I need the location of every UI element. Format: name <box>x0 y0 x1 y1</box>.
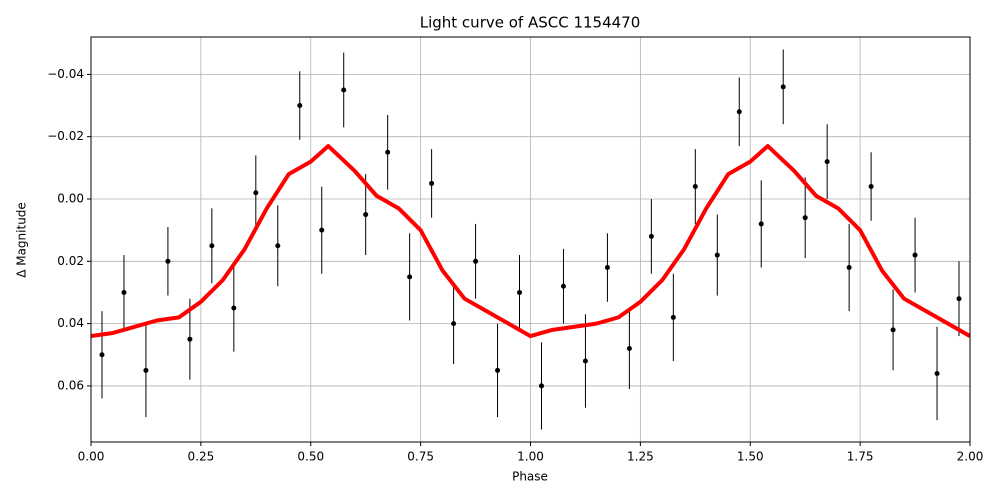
grid <box>90 37 971 442</box>
x-tick-label: 0.75 <box>407 450 434 464</box>
x-tick-label: 0.25 <box>188 450 215 464</box>
data-point <box>758 221 764 227</box>
data-point <box>407 274 413 280</box>
data-point <box>890 327 896 333</box>
data-point <box>319 227 325 233</box>
x-tick-label: 1.75 <box>847 450 874 464</box>
chart-title: Light curve of ASCC 1154470 <box>420 14 641 32</box>
y-tick-label: 0.06 <box>57 378 84 392</box>
data-point <box>231 305 237 311</box>
data-point <box>692 184 698 190</box>
data-point <box>604 265 610 271</box>
plot-area <box>91 49 970 430</box>
data-point <box>143 367 149 373</box>
data-point <box>582 358 588 364</box>
data-point <box>824 159 830 165</box>
data-point <box>736 109 742 115</box>
data-point <box>846 265 852 271</box>
data-point <box>297 103 303 109</box>
x-axis-label: Phase <box>512 470 548 484</box>
data-point <box>538 383 544 389</box>
data-point <box>780 84 786 90</box>
data-point <box>802 215 808 221</box>
data-point <box>165 258 171 264</box>
y-tick-label: −0.02 <box>47 129 84 143</box>
data-point <box>560 283 566 289</box>
y-axis-label: Δ Magnitude <box>15 202 29 278</box>
data-point <box>626 346 632 352</box>
data-point <box>868 184 874 190</box>
data-point <box>209 243 215 249</box>
data-point <box>429 180 435 186</box>
data-point <box>363 212 369 218</box>
data-point <box>714 252 720 258</box>
data-point <box>275 243 281 249</box>
data-point <box>648 233 654 239</box>
y-tick-label: 0.04 <box>57 316 84 330</box>
data-point <box>495 367 501 373</box>
data-point <box>121 289 127 295</box>
x-tick-label: 2.00 <box>957 450 984 464</box>
data-point <box>956 296 962 302</box>
data-point <box>517 289 523 295</box>
data-point <box>934 370 940 376</box>
data-point <box>187 336 193 342</box>
data-point <box>341 87 347 93</box>
ticks: 0.00 0.25 0.50 0.75 1.00 1.25 1.50 1.75 2.00 −0.0… <box>47 67 983 464</box>
x-tick-label: 1.00 <box>517 450 544 464</box>
data-point <box>912 252 918 258</box>
x-tick-label: 0.00 <box>78 450 105 464</box>
x-tick-label: 1.50 <box>737 450 764 464</box>
x-tick-label: 1.25 <box>627 450 654 464</box>
y-tick-label: 0.02 <box>57 254 84 268</box>
data-point <box>99 352 105 358</box>
data-point <box>473 258 479 264</box>
x-tick-label: 0.50 <box>297 450 324 464</box>
data-point <box>670 314 676 320</box>
data-point <box>451 321 457 327</box>
fit-line <box>91 144 970 339</box>
data-point <box>253 190 259 196</box>
y-tick-label: 0.00 <box>57 192 84 206</box>
data-point <box>385 149 391 155</box>
y-tick-label: −0.04 <box>47 67 84 81</box>
